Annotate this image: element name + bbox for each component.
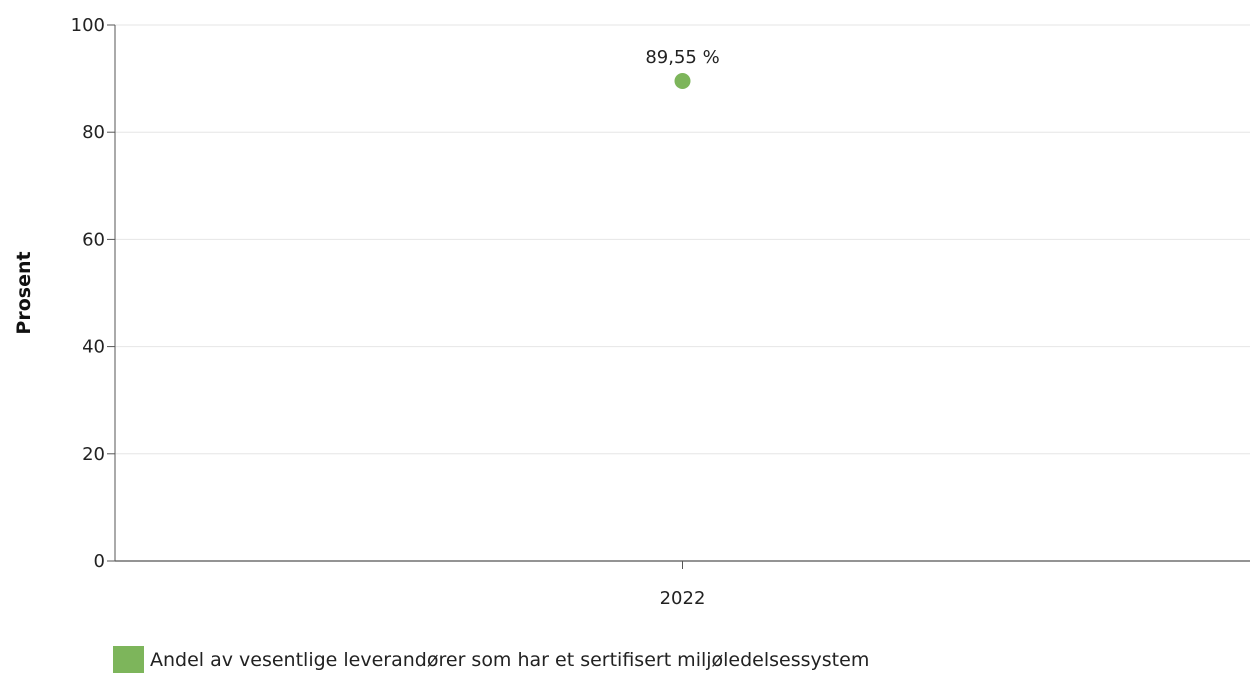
x-tick-label: 2022 (660, 588, 706, 609)
data-point (674, 73, 691, 90)
legend: Andel av vesentlige leverandører som har… (113, 646, 869, 673)
chart-svg: 0 20 40 60 80 100 2022 89,55 % Prosent (13, 15, 1250, 609)
y-tick-label: 20 (82, 444, 105, 465)
y-tick-label: 60 (82, 229, 105, 250)
data-labels: 89,55 % (645, 47, 719, 68)
axis-layer (107, 24, 1250, 569)
y-tick-labels: 0 20 40 60 80 100 (71, 15, 105, 572)
y-tick-label: 40 (82, 337, 105, 358)
y-axis-title: Prosent (13, 251, 35, 334)
y-tick-label: 100 (71, 15, 105, 36)
data-points (674, 73, 691, 90)
grid-layer (115, 24, 1250, 455)
x-tick-labels: 2022 (660, 588, 706, 609)
legend-label: Andel av vesentlige leverandører som har… (150, 649, 870, 671)
legend-swatch (113, 646, 144, 673)
data-label: 89,55 % (645, 47, 719, 68)
y-tick-label: 0 (94, 551, 105, 572)
y-tick-label: 80 (82, 122, 105, 143)
